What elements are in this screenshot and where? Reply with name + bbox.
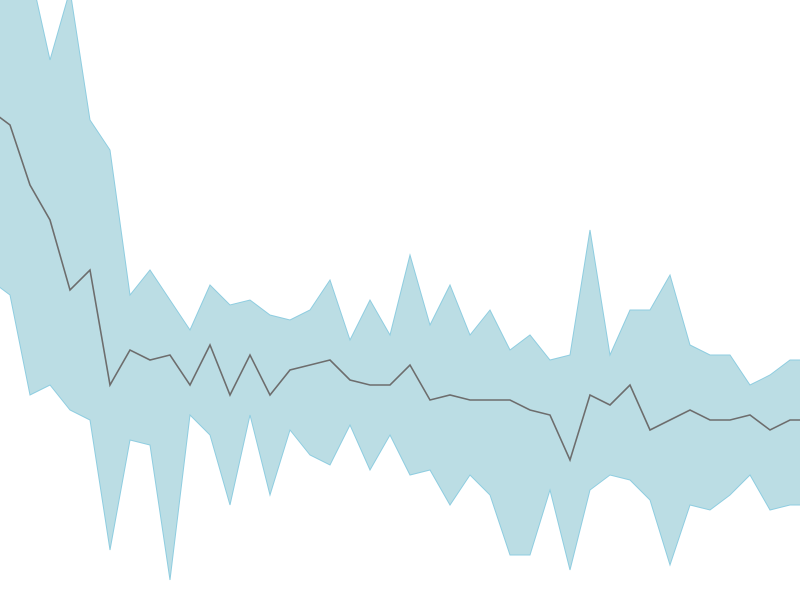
area-line-chart — [0, 0, 800, 600]
